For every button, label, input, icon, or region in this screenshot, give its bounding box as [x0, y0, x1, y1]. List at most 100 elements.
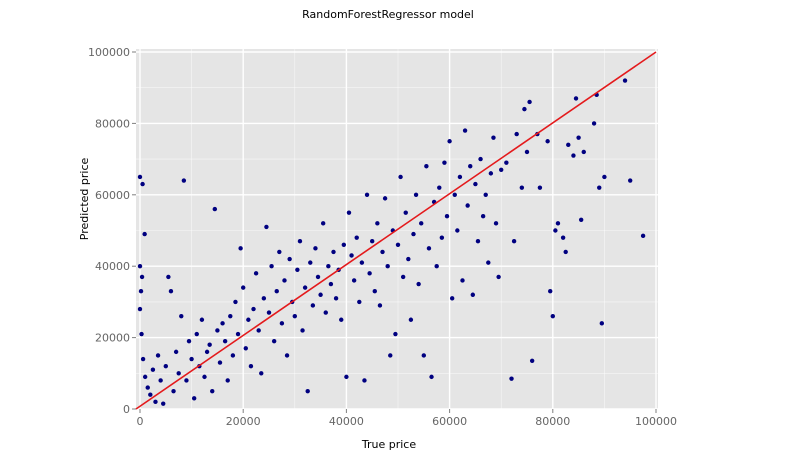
data-point [573, 96, 579, 101]
y-axis-ticks: 0 20000 40000 60000 80000 100000 [88, 46, 136, 416]
data-point [315, 274, 321, 280]
data-point [519, 185, 525, 190]
data-point [491, 135, 496, 140]
data-point [457, 174, 463, 180]
data-point [357, 299, 362, 305]
data-point [504, 160, 509, 165]
data-point [310, 303, 316, 308]
x-tick-label: 100000 [635, 415, 677, 428]
data-point [537, 185, 543, 190]
data-point [233, 299, 238, 305]
data-point [398, 174, 403, 180]
data-point [308, 260, 313, 265]
data-point [318, 292, 323, 297]
data-point [421, 353, 426, 358]
data-point [439, 235, 445, 240]
data-point [628, 178, 633, 183]
data-point [591, 121, 597, 126]
data-point [527, 99, 532, 105]
data-point [511, 239, 517, 244]
data-point [204, 349, 210, 355]
data-point [284, 353, 290, 358]
data-point [184, 378, 189, 383]
data-point [640, 233, 646, 239]
y-axis-label: Predicted price [78, 158, 91, 241]
data-point [191, 396, 197, 401]
y-tick-label: 0 [123, 403, 130, 416]
data-point [578, 217, 584, 222]
data-point [212, 206, 218, 212]
data-point [468, 164, 473, 169]
data-point [581, 149, 586, 155]
reference-line [135, 51, 657, 410]
data-point [328, 281, 334, 287]
data-point [488, 171, 494, 176]
data-point [305, 388, 310, 394]
data-point [341, 242, 347, 247]
data-point [261, 296, 267, 301]
data-point [142, 374, 148, 380]
data-point [331, 249, 336, 255]
data-point [388, 353, 393, 358]
x-tick-label: 40000 [329, 415, 364, 428]
data-point [279, 321, 285, 326]
data-point [449, 296, 455, 301]
data-point [230, 353, 236, 358]
data-point [566, 142, 571, 148]
data-point [173, 349, 179, 355]
data-point [455, 228, 460, 233]
data-point [597, 185, 602, 190]
data-point [264, 224, 269, 230]
data-point [375, 221, 380, 226]
data-point [442, 160, 447, 165]
data-point [176, 371, 181, 376]
data-point [493, 221, 499, 226]
data-point [287, 256, 292, 262]
data-point [168, 288, 174, 294]
data-point [155, 353, 161, 358]
x-tick-label: 0 [137, 415, 144, 428]
data-point [622, 78, 628, 83]
data-point [300, 328, 305, 333]
data-point [408, 317, 414, 322]
data-point [364, 192, 370, 197]
data-point [509, 376, 514, 381]
data-point [486, 260, 491, 265]
data-point [217, 360, 223, 365]
data-point [419, 221, 424, 226]
data-point [243, 346, 248, 351]
data-point [241, 285, 246, 290]
data-point [429, 374, 434, 380]
data-point [426, 246, 432, 251]
data-point [346, 210, 352, 215]
data-point [563, 249, 568, 255]
data-point [339, 317, 344, 322]
x-axis-ticks: 0 20000 40000 60000 80000 100000 [137, 409, 677, 428]
data-point [351, 278, 357, 283]
x-tick-label: 60000 [432, 415, 467, 428]
data-point [246, 317, 251, 322]
data-point [153, 399, 158, 405]
data-point [367, 271, 372, 276]
x-tick-label: 80000 [535, 415, 570, 428]
data-point [550, 313, 555, 319]
data-point [529, 358, 535, 364]
data-point [148, 392, 153, 397]
data-point [199, 317, 205, 322]
data-point [140, 181, 145, 187]
data-point [194, 331, 199, 337]
data-point [447, 139, 452, 144]
data-point [313, 246, 318, 251]
data-point [514, 131, 519, 137]
data-point [222, 338, 228, 344]
data-point [140, 356, 146, 362]
data-point [137, 174, 143, 180]
data-point [251, 306, 256, 312]
data-point [292, 313, 297, 319]
data-point [215, 328, 220, 333]
y-tick-label: 20000 [95, 332, 130, 345]
data-point [602, 174, 607, 180]
x-axis-label: True price [361, 438, 416, 451]
data-point [248, 363, 254, 369]
